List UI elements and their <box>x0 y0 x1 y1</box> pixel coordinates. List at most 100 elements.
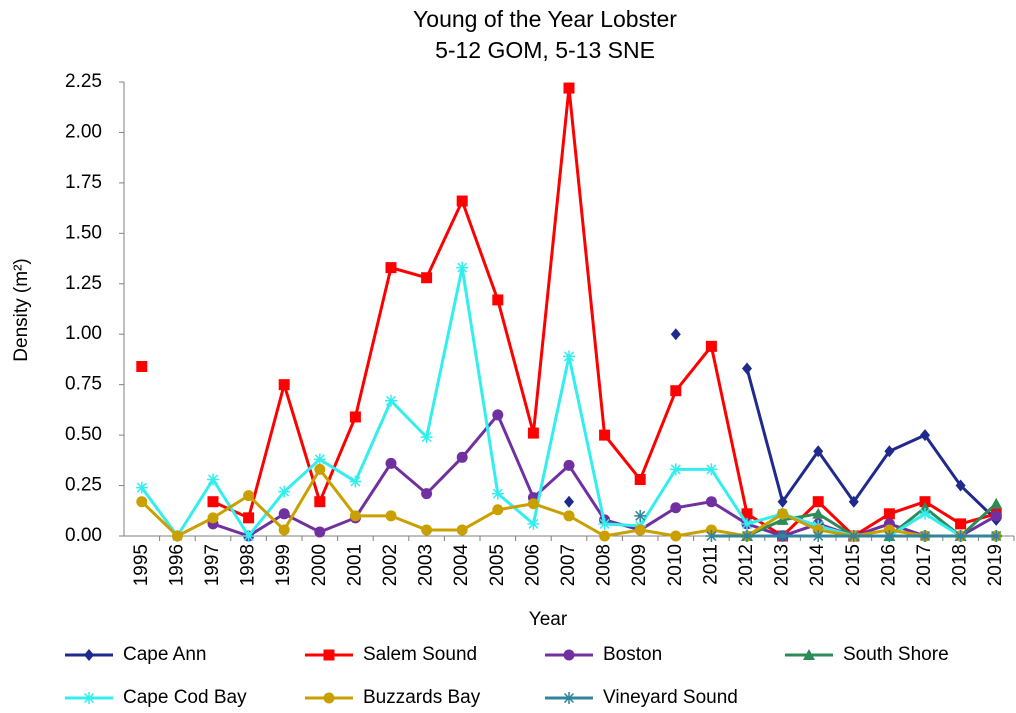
x-tick-label: 1995 <box>131 544 152 586</box>
marker <box>420 431 433 444</box>
marker <box>599 429 611 441</box>
marker <box>243 512 255 524</box>
marker <box>955 479 966 492</box>
marker <box>421 488 433 500</box>
marker <box>990 510 1002 522</box>
x-tick-label: 2014 <box>807 544 828 587</box>
marker <box>920 429 930 442</box>
marker <box>83 692 95 704</box>
marker <box>847 530 860 542</box>
y-tick-label: 1.00 <box>65 323 102 344</box>
marker <box>349 411 361 423</box>
marker <box>278 379 290 391</box>
x-tick-label: 2000 <box>309 544 330 586</box>
chart-subtitle: 5-12 GOM, 5-13 SNE <box>435 37 655 63</box>
marker <box>527 427 539 439</box>
marker <box>990 530 1003 542</box>
legend-item: Buzzards Bay <box>305 687 481 708</box>
y-axis-label: Density (m²) <box>11 258 32 361</box>
chart-title: Young of the Year Lobster <box>413 6 677 32</box>
marker <box>491 487 504 500</box>
marker <box>349 510 361 522</box>
marker <box>278 524 290 536</box>
marker <box>385 510 397 522</box>
x-tick-label: 2007 <box>558 544 579 586</box>
y-tick-label: 1.50 <box>65 222 102 243</box>
marker <box>207 473 219 486</box>
marker <box>883 508 895 520</box>
marker <box>563 510 575 522</box>
x-tick-label: 2018 <box>950 544 971 586</box>
marker <box>803 649 815 660</box>
marker <box>243 490 255 502</box>
legend-item: South Shore <box>785 644 949 665</box>
x-tick-label: 1999 <box>273 544 294 586</box>
y-tick-label: 2.25 <box>65 71 102 92</box>
marker <box>421 524 433 536</box>
x-tick-label: 1996 <box>166 544 187 586</box>
y-tick-label: 0.50 <box>65 424 102 445</box>
marker <box>919 507 931 520</box>
marker <box>777 495 788 508</box>
marker <box>705 530 718 542</box>
marker <box>136 361 148 373</box>
marker <box>171 530 183 542</box>
marker <box>314 463 326 475</box>
marker <box>456 195 468 207</box>
y-tick-label: 2.00 <box>65 121 102 142</box>
series <box>136 82 1002 542</box>
marker <box>563 82 575 94</box>
marker <box>456 524 468 536</box>
marker <box>670 328 681 341</box>
marker <box>84 649 94 661</box>
marker <box>848 495 859 508</box>
marker <box>741 508 753 520</box>
marker <box>563 459 575 471</box>
marker <box>323 692 335 704</box>
marker <box>883 530 896 542</box>
marker <box>741 517 753 530</box>
x-tick-label: 2013 <box>772 544 793 586</box>
x-tick-label: 2019 <box>985 544 1006 586</box>
marker <box>492 409 504 421</box>
x-tick-label: 2012 <box>736 544 757 586</box>
x-tick-label: 1997 <box>202 544 223 586</box>
marker <box>349 475 362 488</box>
legend-label: Cape Cod Bay <box>123 687 247 708</box>
marker <box>563 649 575 661</box>
legend-label: Buzzards Bay <box>363 687 481 708</box>
marker <box>742 362 752 375</box>
x-tick-label: 2015 <box>843 544 864 586</box>
y-tick-label: 0.25 <box>65 475 102 496</box>
marker <box>385 262 397 274</box>
marker <box>385 394 397 407</box>
y-tick-label: 1.25 <box>65 273 102 294</box>
marker <box>527 517 540 530</box>
marker <box>705 340 717 352</box>
marker <box>563 350 575 363</box>
marker <box>314 526 326 538</box>
marker <box>776 530 789 542</box>
series <box>564 328 1002 526</box>
x-tick-label: 2016 <box>878 544 899 586</box>
marker <box>670 502 682 514</box>
legend-label: Cape Ann <box>123 644 206 665</box>
marker <box>135 481 148 494</box>
series-line <box>745 368 998 521</box>
marker <box>919 530 931 542</box>
x-tick-label: 2003 <box>416 544 437 586</box>
y-tick-label: 0.00 <box>65 525 102 546</box>
x-tick-label: 1998 <box>238 544 259 586</box>
y-tick-label: 0.75 <box>65 374 102 395</box>
x-tick-label: 2005 <box>487 544 508 586</box>
marker <box>564 495 574 508</box>
marker <box>919 496 931 508</box>
series <box>634 509 1003 542</box>
marker <box>812 496 824 508</box>
marker <box>314 496 326 508</box>
marker <box>598 517 611 530</box>
marker <box>634 509 647 522</box>
marker <box>670 530 682 542</box>
marker <box>207 496 219 508</box>
